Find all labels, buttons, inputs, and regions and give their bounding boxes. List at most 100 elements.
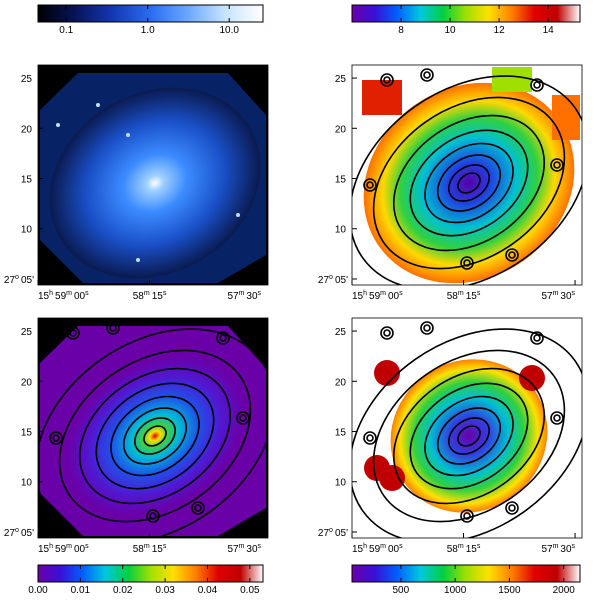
contour <box>38 328 268 538</box>
map <box>352 65 582 285</box>
contour <box>420 68 434 82</box>
y-tick-label: 25 <box>335 327 347 338</box>
star <box>56 123 60 127</box>
contour <box>383 76 391 84</box>
x-tick-label-part: 59 <box>55 544 67 555</box>
y-tick-label-part: 05' <box>335 275 348 286</box>
frame <box>351 317 583 539</box>
contour <box>143 425 167 447</box>
x-tick-label-sup: m <box>239 543 245 550</box>
x-tick-label-sup: m <box>66 543 72 550</box>
bin <box>362 80 402 115</box>
y-tick-label: 10 <box>21 225 33 236</box>
contour <box>363 178 377 192</box>
colorbar-tick-label: 1500 <box>498 585 521 596</box>
x-tick-label-part: 30 <box>246 544 258 555</box>
contour <box>508 251 516 259</box>
y-tick-label: 20 <box>335 377 347 388</box>
contour <box>424 142 514 224</box>
colorbar-tick-label: 500 <box>393 585 410 596</box>
y-tick-label: 20 <box>335 124 347 135</box>
colorbar-tick-label: 1000 <box>444 585 467 596</box>
contour <box>239 414 247 422</box>
x-tick-label-part: 00 <box>388 544 400 555</box>
colorbar-tick-label: 0.04 <box>198 585 218 596</box>
map <box>38 65 268 285</box>
x-tick-label-sup: s <box>163 543 167 550</box>
contour <box>366 434 374 442</box>
x-tick-label-sup: m <box>458 290 464 297</box>
contour <box>109 324 117 332</box>
contour <box>457 425 481 447</box>
y-tick-label-part: 27 <box>318 528 330 539</box>
contour <box>530 331 544 345</box>
y-tick-label: 27o 05' <box>318 274 348 286</box>
x-tick-label-sup: h <box>49 543 53 550</box>
contour <box>409 129 529 237</box>
contour <box>423 71 431 79</box>
x-tick-label-part: 15 <box>466 291 478 302</box>
contour <box>550 158 564 172</box>
x-tick-label-part: 15 <box>152 291 164 302</box>
map-field <box>390 359 548 513</box>
colorbar-tick-label: 10 <box>445 25 457 36</box>
x-tick-label-part: 58 <box>133 544 145 555</box>
colorbar <box>351 564 581 583</box>
x-tick-label-part: 58 <box>447 544 459 555</box>
x-tick-label: 15h 59m 00s <box>38 543 89 555</box>
y-tick-label: 27o 05' <box>318 527 348 539</box>
contour <box>380 326 394 340</box>
colorbar-tick-label: 12 <box>494 25 506 36</box>
x-tick-label-sup: h <box>363 543 367 550</box>
contour <box>352 328 582 538</box>
contour <box>236 411 250 425</box>
x-tick-label-part: 00 <box>388 291 400 302</box>
colorbar-tick-label: 8 <box>398 25 404 36</box>
colorbar-tick-label: 2000 <box>553 585 576 596</box>
colorbar-tick-label: 10.0 <box>219 25 239 36</box>
x-tick-label-sup: s <box>85 290 89 297</box>
contour <box>505 501 519 515</box>
x-tick-label: 15h 59m 00s <box>38 290 89 302</box>
x-tick-label-part: 15 <box>38 544 50 555</box>
contour <box>530 78 544 92</box>
y-tick-label: 27o 05' <box>4 527 34 539</box>
colorbar-tick-label: 0.00 <box>28 585 48 596</box>
contour <box>457 172 481 194</box>
bin <box>552 95 580 140</box>
x-tick-label-part: 15 <box>152 544 164 555</box>
x-tick-label-sup: m <box>380 543 386 550</box>
y-tick-label: 25 <box>21 327 33 338</box>
star <box>126 133 130 137</box>
star <box>236 213 240 217</box>
contour <box>149 512 157 520</box>
x-tick-label-sup: s <box>85 543 89 550</box>
contour <box>409 382 529 490</box>
x-tick-label-sup: m <box>553 290 559 297</box>
contour <box>194 504 202 512</box>
x-tick-label-part: 58 <box>447 291 459 302</box>
x-tick-label-part: 58 <box>133 291 145 302</box>
x-tick-label-sup: s <box>258 290 262 297</box>
x-tick-label: 57m 30s <box>541 290 575 302</box>
contour <box>95 382 215 490</box>
x-tick-label-sup: m <box>144 290 150 297</box>
y-tick-label-part: 27 <box>318 275 330 286</box>
y-tick-label-sup: o <box>329 274 333 281</box>
x-tick-label-sup: m <box>553 543 559 550</box>
contour <box>372 349 566 523</box>
x-tick-label-part: 57 <box>541 544 553 555</box>
map <box>38 318 268 538</box>
x-tick-label-part: 57 <box>227 291 239 302</box>
y-tick-label-part: 05' <box>335 528 348 539</box>
contour <box>553 414 561 422</box>
contour <box>533 334 541 342</box>
y-tick-label-part: 27 <box>4 275 16 286</box>
contour <box>49 431 63 445</box>
contour <box>78 367 232 505</box>
contour <box>392 367 546 505</box>
y-tick-label: 27o 05' <box>4 274 34 286</box>
x-tick-label-part: 15 <box>352 291 364 302</box>
y-tick-label-part: 05' <box>21 275 34 286</box>
